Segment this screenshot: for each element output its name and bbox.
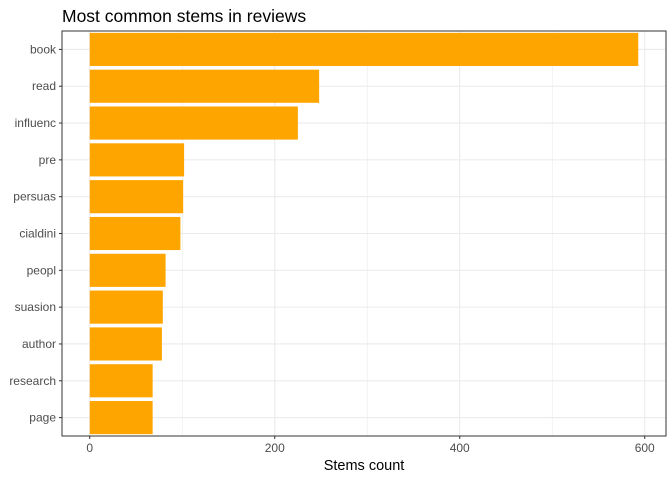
x-tick-label: 200 (265, 441, 285, 455)
bar-peopl (89, 253, 166, 287)
y-tick-label-cialdini: cialdini (19, 227, 56, 241)
y-tick-label-peopl: peopl (27, 263, 56, 277)
bar-cialdini (89, 216, 181, 251)
bar-pre (89, 143, 185, 177)
y-tick-label-author: author (22, 337, 56, 351)
y-tick-label-suasion: suasion (15, 300, 56, 314)
bar-suasion (89, 290, 163, 324)
y-tick-label-read: read (32, 79, 56, 93)
y-tick-label-pre: pre (39, 153, 57, 167)
chart-title: Most common stems in reviews (62, 6, 307, 26)
y-tick-label-influenc: influenc (15, 116, 56, 130)
y-tick-label-book: book (30, 42, 57, 56)
bar-author (89, 327, 162, 361)
bars (89, 32, 639, 435)
x-tick-label: 600 (635, 441, 655, 455)
x-axis-title: Stems count (324, 458, 405, 474)
bar-persuas (89, 180, 184, 214)
bar-read (89, 69, 320, 103)
bar-book (89, 32, 639, 66)
axes: book read influenc pre persuas cialdini peopl s… (9, 42, 655, 455)
x-tick-label: 0 (86, 441, 93, 455)
y-tick-label-page: page (29, 411, 56, 425)
x-tick-label: 400 (450, 441, 470, 455)
y-tick-label-research: research (9, 374, 56, 388)
y-tick-label-persuas: persuas (13, 190, 56, 204)
bar-page (89, 401, 153, 435)
bar-influenc (89, 106, 298, 140)
bar-research (89, 364, 153, 398)
